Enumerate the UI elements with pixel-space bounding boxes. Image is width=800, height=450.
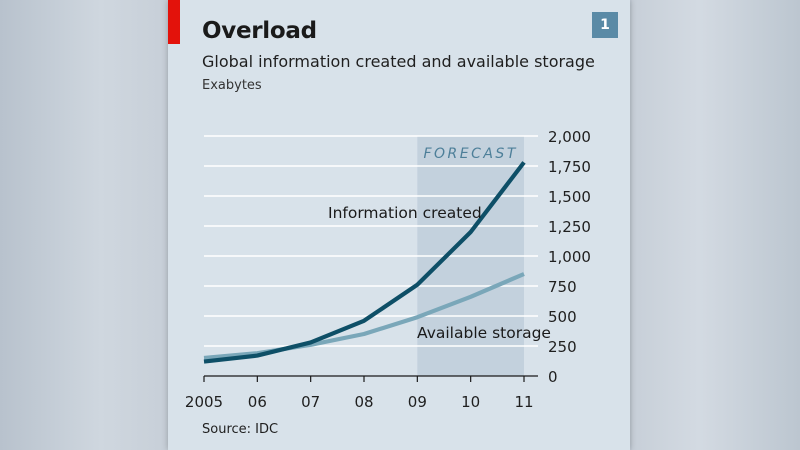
y-tick-label: 2,000 (548, 128, 591, 146)
chart-number-badge: 1 (592, 12, 618, 38)
series-label-available-storage: Available storage (417, 324, 551, 342)
background-right (632, 0, 800, 450)
source-note: Source: IDC (202, 422, 279, 437)
x-tick-label: 11 (514, 393, 533, 411)
series-label-information-created: Information created (328, 204, 482, 222)
chart-title: Overload (202, 18, 317, 44)
x-tick-label: 10 (461, 393, 480, 411)
y-tick-label: 500 (548, 308, 577, 326)
series-line-information-created (203, 161, 526, 364)
x-tick-label: 06 (248, 393, 267, 411)
y-tick-label: 0 (548, 368, 558, 386)
y-tick-label: 1,500 (548, 188, 591, 206)
line-chart: FORECAST 0 250 500 750 1,000 1,250 1,500 1,750 2,… (185, 128, 591, 411)
x-tick-label: 08 (354, 393, 373, 411)
x-tick-label: 2005 (185, 393, 223, 411)
unit-label: Exabytes (202, 78, 262, 93)
x-tick-label: 07 (301, 393, 320, 411)
y-tick-label: 1,250 (548, 218, 591, 236)
chart-subtitle: Global information created and available… (202, 52, 595, 71)
y-tick-label: 250 (548, 338, 577, 356)
chart-card: Overload Global information created and … (168, 0, 630, 450)
x-tick-label: 09 (408, 393, 427, 411)
forecast-label: FORECAST (423, 146, 517, 162)
background-left (0, 0, 168, 450)
series-line-available-storage (203, 272, 525, 361)
y-tick-label: 750 (548, 278, 577, 296)
y-tick-label: 1,000 (548, 248, 591, 266)
y-tick-label: 1,750 (548, 158, 591, 176)
red-accent-tab (168, 0, 180, 44)
